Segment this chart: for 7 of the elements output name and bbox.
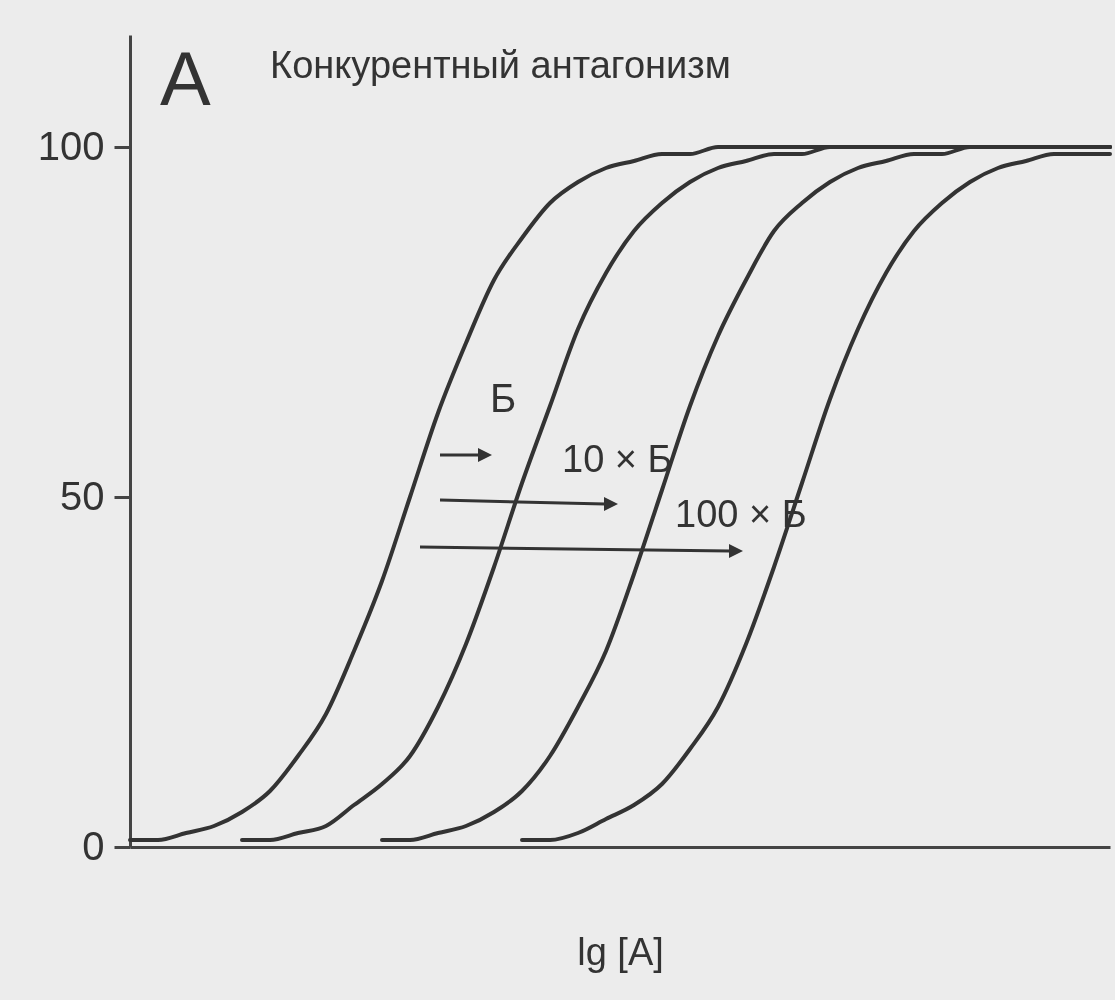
y-tick-label: 50 <box>60 473 105 518</box>
y-tick-label: 100 <box>37 123 105 168</box>
y-tick-label: 0 <box>82 823 105 868</box>
annotation: А <box>160 36 211 121</box>
chart-title: Конкурентный антагонизм <box>270 44 731 86</box>
annotation: Б <box>490 376 517 420</box>
x-axis-title: lg [A] <box>577 930 664 973</box>
